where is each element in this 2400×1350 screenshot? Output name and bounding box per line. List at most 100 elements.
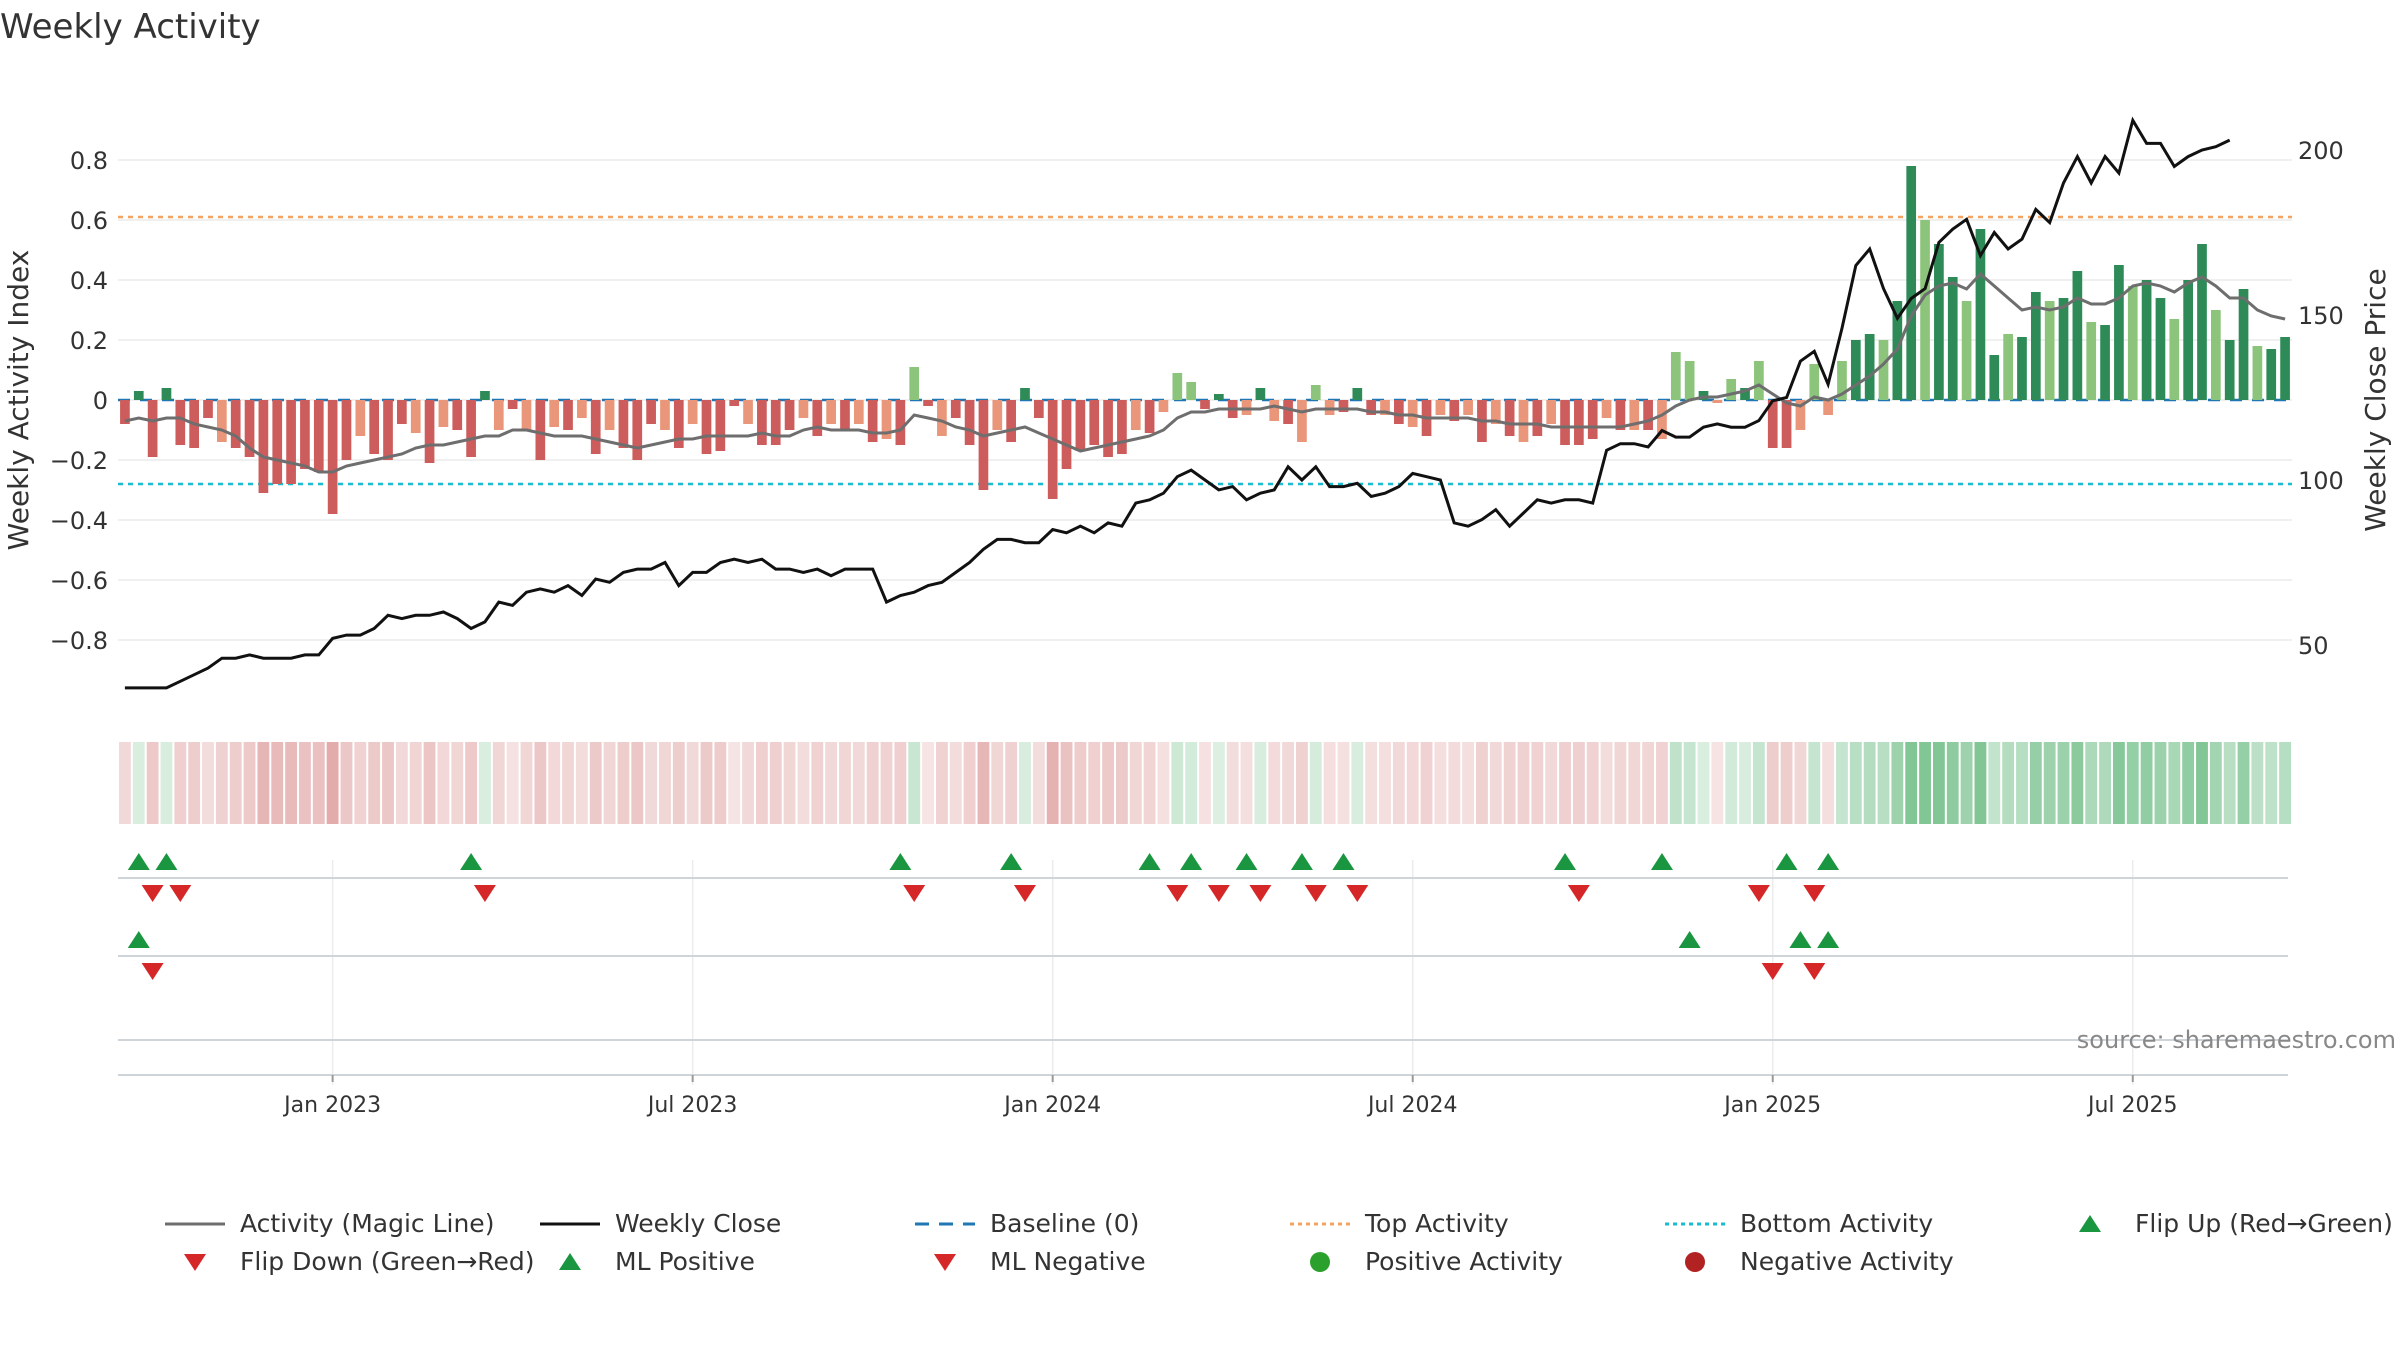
activity-bar [438, 400, 449, 427]
heat-cell [2002, 742, 2015, 824]
heat-cell [1572, 742, 1585, 824]
activity-bar [230, 400, 241, 448]
activity-bar [1117, 400, 1127, 454]
activity-bar [1670, 352, 1681, 400]
flip-down-marker [903, 885, 926, 902]
activity-bar [1061, 400, 1072, 469]
legend-swatch-dot [1685, 1252, 1705, 1272]
activity-bar [687, 400, 698, 424]
legend-item: Bottom Activity [1665, 1209, 1933, 1238]
heat-cell [617, 742, 630, 824]
heat-cell [1171, 742, 1184, 824]
activity-bar [1850, 340, 1861, 400]
heat-cell [354, 742, 367, 824]
magic-line [124, 271, 2286, 474]
activity-bar [563, 400, 573, 430]
heat-cell [1946, 742, 1959, 824]
flip-up-marker [1180, 853, 1203, 870]
heat-cell [1683, 742, 1696, 824]
activity-bar [1518, 400, 1529, 442]
heat-cell [1392, 742, 1405, 824]
heat-cell [1822, 742, 1835, 824]
activity-bar [1490, 400, 1501, 424]
heat-cell [1919, 742, 1931, 824]
legend-item: Weekly Close [540, 1209, 781, 1238]
activity-bar [452, 400, 463, 430]
y-tick-label: 0.8 [70, 147, 108, 175]
activity-bar [1961, 301, 1972, 400]
flip-up-marker [460, 853, 483, 870]
legend-label: Baseline (0) [990, 1209, 1139, 1238]
activity-bar [701, 400, 712, 454]
activity-bar [1144, 400, 1155, 433]
activity-bar [1200, 400, 1210, 409]
grid-lines [118, 159, 2292, 1085]
activity-bar [1020, 388, 1030, 400]
activity-bar [1214, 394, 1224, 400]
heat-cell [977, 742, 990, 824]
heat-cell [146, 742, 159, 824]
heat-cell [2140, 742, 2153, 824]
activity-bar [590, 400, 601, 454]
heat-cell [603, 742, 616, 824]
heat-cell [797, 742, 810, 824]
heat-cell [1032, 742, 1045, 824]
heat-cell [686, 742, 699, 824]
activity-bar [244, 400, 255, 457]
heat-cell [2223, 742, 2236, 824]
heat-cell [1088, 742, 1101, 824]
activity-bar [1934, 244, 1944, 400]
activity-bar [2155, 298, 2166, 400]
activity-bar [1449, 400, 1460, 421]
heat-cell [839, 742, 851, 824]
legend-label: Flip Down (Green→Red) [240, 1247, 535, 1276]
heat-cell [1046, 742, 1059, 824]
y2-tick-label: 50 [2298, 632, 2329, 660]
heat-cell [2112, 742, 2125, 824]
heat-cell [991, 742, 1004, 824]
x-tick-label: Jan 2023 [282, 1093, 381, 1118]
heat-cell [2279, 742, 2291, 824]
heat-cell [1296, 742, 1308, 824]
heat-cell [215, 742, 228, 824]
ml-negative-marker [1803, 963, 1826, 980]
flip-marker-rows [118, 853, 2288, 1076]
activity-bar [1186, 382, 1196, 400]
flip-down-marker [1346, 885, 1369, 902]
heat-cell [1351, 742, 1364, 824]
activity-bar [798, 400, 809, 418]
heat-cell [659, 742, 671, 824]
y-tick-label: 0.2 [70, 327, 108, 355]
activity-bar [1352, 388, 1363, 400]
heat-cell [202, 742, 214, 824]
activity-bar [715, 400, 726, 451]
weekly-close-line [124, 116, 2231, 690]
heat-cell [492, 742, 505, 824]
activity-bar [1975, 229, 1986, 400]
y2-tick-label: 150 [2298, 302, 2344, 330]
activity-bar [1809, 364, 1820, 400]
activity-bar [937, 400, 947, 436]
flip-up-marker [127, 853, 150, 870]
activity-bar [2238, 289, 2249, 400]
activity-bar [2197, 244, 2207, 400]
legend-label: Weekly Close [615, 1209, 781, 1238]
activity-bar [950, 400, 961, 418]
ml-negative-marker [1761, 963, 1784, 980]
heat-cell [229, 742, 242, 824]
heat-cell [1863, 742, 1876, 824]
legend-label: ML Negative [990, 1247, 1146, 1276]
activity-bar [923, 400, 933, 406]
activity-bar [632, 400, 643, 460]
heat-cell [1476, 742, 1488, 824]
ml-positive-marker [1817, 931, 1840, 948]
activity-bar [840, 400, 850, 430]
ml-positive-marker [127, 931, 150, 948]
heat-cell [465, 742, 478, 824]
heat-cell [2099, 742, 2111, 824]
legend-label: Bottom Activity [1740, 1209, 1933, 1238]
legend-item: Positive Activity [1310, 1247, 1563, 1276]
heat-cell [575, 742, 588, 824]
heat-cell [1434, 742, 1447, 824]
